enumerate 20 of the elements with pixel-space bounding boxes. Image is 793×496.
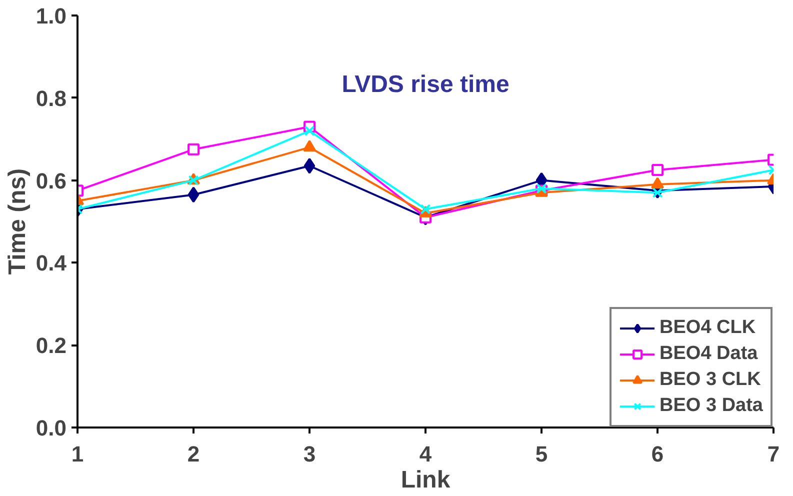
y-tick-label: 0.4 xyxy=(36,250,68,276)
y-tick-label: 0.8 xyxy=(36,86,67,111)
y-axis-title: Time (ns) xyxy=(4,168,31,275)
legend-label: BEO 3 Data xyxy=(660,395,763,417)
x-tick-label: 2 xyxy=(187,442,200,466)
legend-label: BEO4 CLK xyxy=(660,317,756,339)
legend-label: BEO4 Data xyxy=(660,343,758,365)
x-tick-label: 7 xyxy=(767,442,780,466)
x-tick-label: 6 xyxy=(651,442,664,466)
x-tick-label: 3 xyxy=(303,442,316,466)
x-tick-label: 5 xyxy=(535,442,548,466)
x-tick-label: 4 xyxy=(419,442,432,466)
y-tick-label: 0.6 xyxy=(36,168,67,194)
legend-label: BEO 3 CLK xyxy=(660,369,761,391)
text: LVDS rise time xyxy=(342,70,510,98)
y-tick-label: 0.0 xyxy=(36,416,67,440)
y-tick-label: 1.0 xyxy=(36,4,67,28)
y-tick-label: 0.2 xyxy=(36,333,67,358)
x-tick-label: 1 xyxy=(71,442,84,466)
x-axis-title: Link xyxy=(400,466,451,494)
